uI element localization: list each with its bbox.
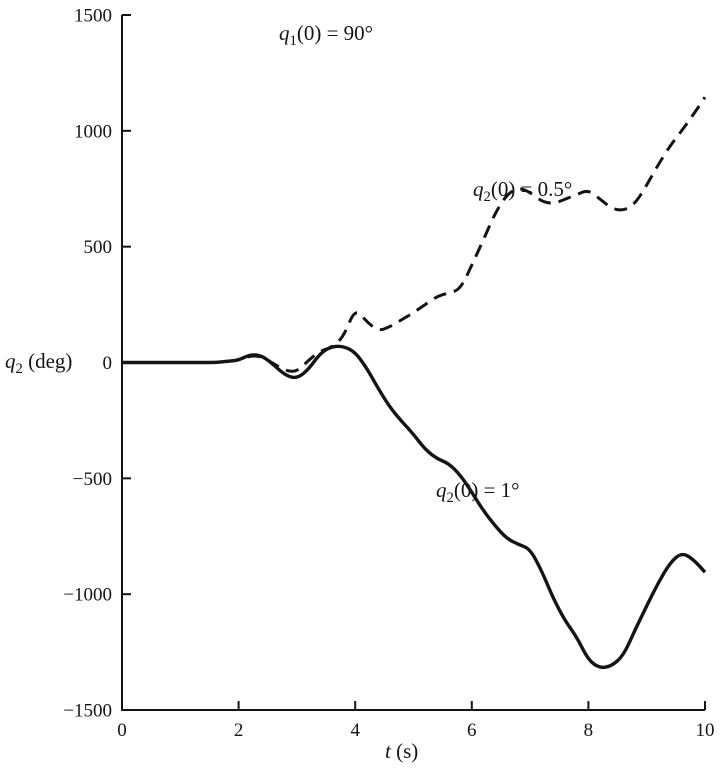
annotation-text: (0) = 90°	[296, 21, 374, 45]
y-axis-label: q2 (deg)	[5, 349, 73, 376]
y-tick-label: −500	[73, 469, 112, 490]
x-tick-label: 6	[467, 720, 477, 741]
y-tick-label: −1500	[63, 701, 112, 722]
series-dashed-curve	[121, 96, 707, 373]
x-tick-label: 4	[350, 720, 360, 741]
y-axis-variable: q	[5, 349, 16, 373]
y-axis-subscript: 2	[15, 361, 23, 378]
y-tick-label: 500	[84, 237, 113, 258]
series-solid-curve	[121, 344, 707, 670]
annotation-subscript: 2	[483, 189, 491, 206]
annotation-text: (0) = 1°	[453, 478, 520, 502]
x-tick-label: 0	[117, 720, 127, 741]
y-tick-label: 1500	[74, 6, 112, 27]
x-axis-label: t (s)	[385, 739, 419, 763]
annotation-dashed-series-label: q2(0) = 0.5°	[473, 177, 573, 204]
y-tick-label: 0	[103, 353, 113, 374]
x-tick-label: 2	[234, 720, 244, 741]
annotation-subscript: 2	[446, 490, 454, 507]
x-tick-label: 10	[696, 720, 715, 741]
x-axis-variable: t	[385, 739, 391, 763]
x-axis-units: (s)	[390, 739, 419, 763]
annotation-subscript: 1	[289, 33, 297, 50]
annotation-variable: q	[473, 177, 484, 201]
y-tick-label: 1000	[74, 121, 112, 142]
annotation-variable: q	[436, 478, 447, 502]
annotation-variable: q	[279, 21, 290, 45]
y-axis-units: (deg)	[22, 349, 73, 373]
annotation-text: (0) = 0.5°	[490, 177, 573, 201]
annotation-solid-series-label: q2(0) = 1°	[436, 478, 520, 505]
annotation-initial-condition: q1(0) = 90°	[279, 21, 374, 48]
y-tick-label: −1000	[63, 585, 112, 606]
x-tick-label: 8	[584, 720, 594, 741]
